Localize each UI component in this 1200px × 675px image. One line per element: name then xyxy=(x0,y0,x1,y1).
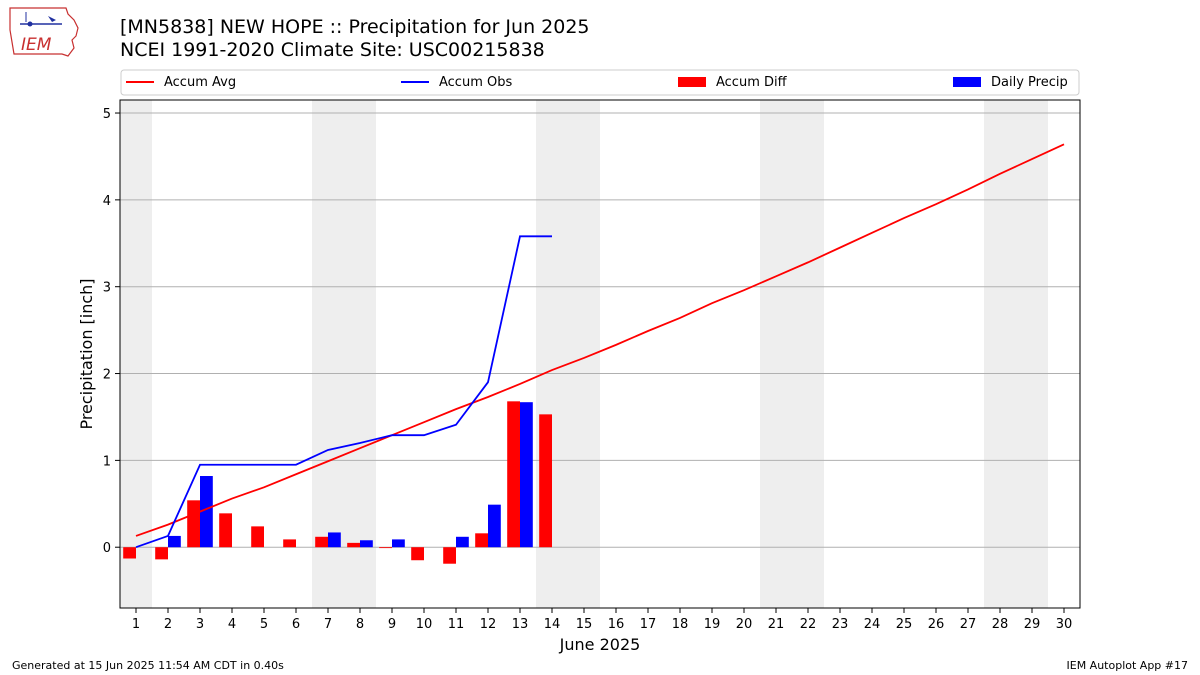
weekend-band xyxy=(984,100,1016,608)
plot-frame xyxy=(119,99,1081,609)
x-tick-label: 9 xyxy=(388,617,396,632)
weekend-band xyxy=(792,100,824,608)
x-tick-label: 14 xyxy=(544,617,561,632)
y-gridlines xyxy=(120,112,1080,548)
accum-diff-bar xyxy=(123,547,136,559)
daily-precip-bar xyxy=(488,504,501,548)
legend-frame xyxy=(120,69,1080,96)
accum-diff-bar xyxy=(411,547,424,561)
legend-bar-swatch xyxy=(678,77,706,87)
legend-label: Daily Precip xyxy=(991,75,1068,90)
x-tick-label: 17 xyxy=(640,617,657,632)
iem-logo: IEM xyxy=(8,6,80,60)
x-tick-label: 7 xyxy=(324,617,332,632)
x-tick-label: 24 xyxy=(864,617,881,632)
daily-precip-bar xyxy=(456,536,469,548)
weekend-band xyxy=(1016,100,1048,608)
y-tick-label: 0 xyxy=(103,541,111,556)
x-tick-label: 25 xyxy=(896,617,913,632)
x-tick-label: 2 xyxy=(164,617,172,632)
accum-diff-bar xyxy=(347,542,360,548)
y-axis: 0 1 2 3 4 5 xyxy=(103,107,120,556)
x-tick-label: 29 xyxy=(1024,617,1041,632)
x-tick-label: 13 xyxy=(512,617,529,632)
y-tick-label: 2 xyxy=(103,368,111,383)
iowa-state-outline-icon xyxy=(9,7,79,57)
x-tick-label: 8 xyxy=(356,617,364,632)
legend: Accum Avg Accum Obs Accum Diff Daily Precip xyxy=(120,69,1080,96)
accum-diff-bar xyxy=(187,500,200,548)
x-axis-label: June 2025 xyxy=(559,635,641,654)
x-tick-label: 23 xyxy=(832,617,849,632)
x-tick-label: 20 xyxy=(736,617,753,632)
x-tick-label: 10 xyxy=(416,617,433,632)
x-tick-label: 27 xyxy=(960,617,977,632)
x-tick-label: 5 xyxy=(260,617,268,632)
legend-label: Accum Avg xyxy=(164,75,236,90)
logo-text: IEM xyxy=(21,35,52,55)
y-tick-label: 1 xyxy=(103,454,111,469)
x-tick-label: 19 xyxy=(704,617,721,632)
accum-diff-bar xyxy=(475,533,488,548)
accum-diff-bar xyxy=(539,414,552,548)
x-tick-label: 16 xyxy=(608,617,625,632)
accum-diff-bar xyxy=(507,401,520,548)
x-tick-label: 3 xyxy=(196,617,204,632)
x-tick-label: 12 xyxy=(480,617,497,632)
x-tick-label: 1 xyxy=(132,617,140,632)
x-tick-label: 30 xyxy=(1056,617,1073,632)
accum-diff-bar xyxy=(283,539,296,548)
y-tick-label: 5 xyxy=(103,107,111,122)
chart-subtitle: NCEI 1991-2020 Climate Site: USC00215838 xyxy=(120,39,545,61)
daily-precip-bar xyxy=(520,402,533,548)
x-tick-label: 28 xyxy=(992,617,1009,632)
legend-label: Accum Obs xyxy=(439,75,512,90)
x-tick-label: 21 xyxy=(768,617,785,632)
footer-generated-text: Generated at 15 Jun 2025 11:54 AM CDT in… xyxy=(12,659,284,672)
x-axis: 1 2 3 4 5 6 7 8 9 10 11 12 13 14 15 16 17 18 19 20 21 22 23 24 2… xyxy=(132,608,1072,632)
accum-diff-bar xyxy=(315,536,328,548)
daily-precip-bar xyxy=(328,532,341,548)
x-tick-label: 11 xyxy=(448,617,465,632)
daily-precip-bar xyxy=(168,535,181,548)
y-tick-label: 4 xyxy=(103,194,111,209)
daily-precip-bar xyxy=(360,540,373,548)
y-axis-label: Precipitation [inch] xyxy=(77,278,96,429)
y-tick-label: 3 xyxy=(103,281,111,296)
daily-precip-bar xyxy=(200,476,213,548)
accum-diff-bar xyxy=(155,547,168,560)
chart-title: [MN5838] NEW HOPE :: Precipitation for J… xyxy=(120,16,590,38)
legend-bar-swatch xyxy=(953,77,981,87)
x-tick-label: 18 xyxy=(672,617,689,632)
weekend-bands xyxy=(120,100,1048,608)
accum-diff-bar xyxy=(251,526,264,548)
x-tick-label: 22 xyxy=(800,617,817,632)
x-tick-label: 6 xyxy=(292,617,300,632)
legend-label: Accum Diff xyxy=(716,75,788,90)
accum-diff-bar xyxy=(443,547,456,564)
x-tick-label: 4 xyxy=(228,617,236,632)
accum-avg-line xyxy=(135,143,1065,537)
footer-app-label: IEM Autoplot App #17 xyxy=(1066,659,1189,672)
weekend-band xyxy=(344,100,376,608)
weekend-band xyxy=(120,100,152,608)
accum-obs-line xyxy=(135,235,552,549)
x-tick-label: 15 xyxy=(576,617,593,632)
daily-precip-bar xyxy=(392,539,405,548)
weekend-band xyxy=(312,100,344,608)
x-tick-label: 26 xyxy=(928,617,945,632)
accum-diff-bar xyxy=(219,513,232,548)
accum-diff-bar xyxy=(379,547,392,549)
bar-series xyxy=(123,401,552,564)
weekend-band xyxy=(760,100,792,608)
line-series xyxy=(135,143,1065,549)
